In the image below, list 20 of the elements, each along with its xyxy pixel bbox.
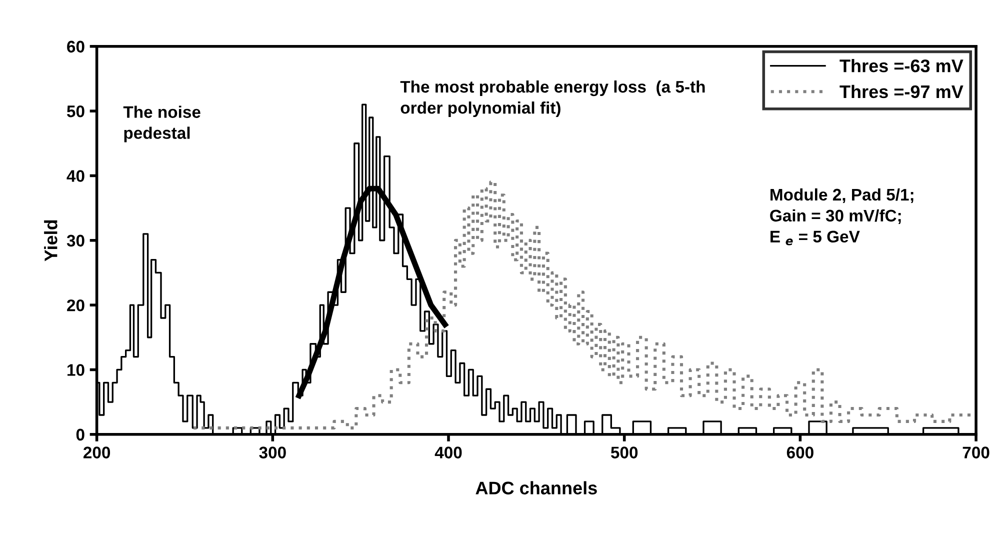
legend-label: Thres =-97 mV bbox=[840, 84, 964, 98]
y-tick-label: 30 bbox=[66, 234, 84, 247]
y-tick-label: 40 bbox=[66, 170, 84, 182]
x-tick-label: 700 bbox=[962, 446, 990, 458]
x-tick-label: 400 bbox=[434, 446, 462, 458]
x-tick-label: 500 bbox=[610, 446, 638, 458]
y-tick-label: 10 bbox=[68, 364, 84, 376]
x-tick-label: 300 bbox=[259, 446, 286, 458]
y-tick-label: 20 bbox=[67, 299, 84, 312]
y-tick-label: 60 bbox=[67, 40, 84, 53]
y-axis-title: Yield bbox=[44, 220, 58, 262]
x-tick-label: 600 bbox=[786, 446, 814, 458]
y-tick-label: 50 bbox=[66, 105, 84, 118]
x-tick-label: 200 bbox=[83, 446, 110, 458]
annotation: The noise pedestal bbox=[123, 106, 200, 142]
legend-label: Thres =-63 mV bbox=[840, 59, 964, 72]
x-axis-title: ADC channels bbox=[476, 481, 597, 494]
annotation: Module 2, Pad 5/1; Gain = 30 mV/fC; E $_{e}$ = 5 GeV bbox=[770, 188, 914, 246]
annotation: The most probable energy loss (a 5-th order polynomial fit) bbox=[400, 80, 705, 118]
y-tick-label: 0 bbox=[76, 428, 84, 441]
